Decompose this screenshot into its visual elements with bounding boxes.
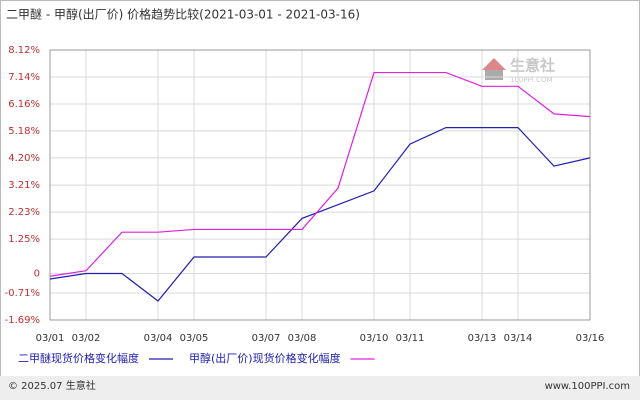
- x-tick-label: 03/10: [360, 333, 389, 344]
- plot-border: [49, 49, 591, 321]
- y-tick-label: 1.25%: [8, 234, 40, 245]
- x-tick-label: 03/01: [36, 333, 65, 344]
- logo-house: [485, 70, 503, 80]
- watermark-logo: 生意社 100PPI.COM: [482, 57, 555, 84]
- x-tick-label: 03/13: [468, 333, 497, 344]
- y-tick-label: 0: [34, 268, 40, 279]
- legend-label: 甲醇(出厂价)现货价格变化幅度: [189, 351, 341, 365]
- watermark: 生意社: [510, 57, 555, 75]
- y-tick-label: -0.71%: [5, 288, 40, 299]
- watermark-sub: 100PPI.COM: [510, 76, 553, 84]
- y-tick-label: 5.18%: [8, 126, 40, 137]
- footer-bar: [0, 376, 640, 400]
- y-tick-label: 4.20%: [8, 153, 40, 164]
- y-tick-label: 3.21%: [8, 180, 40, 191]
- x-tick-label: 03/14: [504, 333, 533, 344]
- y-tick-label: 2.23%: [8, 207, 40, 218]
- logo-roof: [482, 58, 506, 70]
- x-tick-label: 03/02: [72, 333, 101, 344]
- y-tick-label: 8.12%: [8, 45, 40, 56]
- chart-title: 二甲醚 - 甲醇(出厂价) 价格趋势比较(2021-03-01 - 2021-0…: [6, 7, 360, 22]
- footer-right: www.100PPI.com: [545, 381, 630, 392]
- x-tick-label: 03/05: [180, 333, 209, 344]
- series-line: [49, 127, 591, 302]
- y-tick-label: 7.14%: [8, 72, 40, 83]
- x-tick-label: 03/16: [576, 333, 605, 344]
- footer-left: © 2025.07 生意社: [8, 379, 96, 392]
- x-tick-label: 03/07: [252, 333, 281, 344]
- legend-label: 二甲醚现货价格变化幅度: [18, 351, 139, 365]
- x-tick-label: 03/08: [288, 333, 317, 344]
- y-tick-label: 6.16%: [8, 99, 40, 110]
- y-tick-label: -1.69%: [5, 315, 40, 326]
- x-tick-label: 03/11: [396, 333, 425, 344]
- series-line: [49, 71, 591, 277]
- x-tick-label: 03/04: [144, 333, 173, 344]
